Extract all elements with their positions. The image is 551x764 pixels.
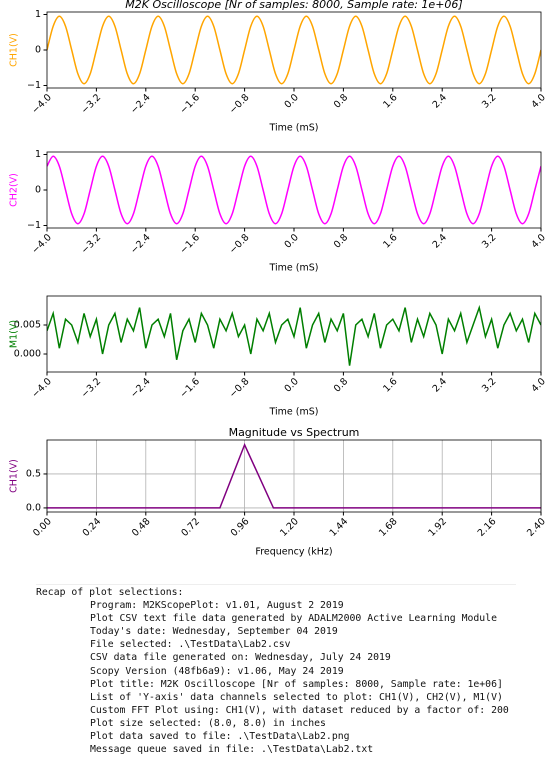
- recap-lines: Program: M2KScopePlot: v1.01, August 2 2…: [36, 599, 516, 756]
- x-tick-label: 4.0: [529, 376, 547, 394]
- recap-heading: Recap of plot selections:: [36, 587, 184, 598]
- x-axis-label: Time (mS): [269, 263, 319, 274]
- x-tick-label: −4.0: [30, 92, 54, 116]
- x-tick-label: −0.8: [227, 376, 251, 400]
- x-tick-label: −4.0: [30, 376, 54, 400]
- chart-title: M2K Oscilloscope [Nr of samples: 8000, S…: [125, 0, 462, 11]
- x-tick-label: 2.40: [525, 516, 548, 539]
- y-axis-label: M1(V): [9, 320, 20, 348]
- recap-line: Plot data saved to file: .\TestData\Lab2…: [90, 731, 350, 743]
- recap-line: Plot title: M2K Oscilloscope [Nr of samp…: [90, 678, 503, 690]
- x-axis-label: Frequency (kHz): [255, 547, 332, 558]
- x-tick-label: 0.8: [332, 92, 350, 110]
- y-tick-label: −1: [27, 80, 41, 91]
- x-tick-label: 4.0: [529, 92, 547, 110]
- x-tick-label: 3.2: [480, 232, 498, 250]
- y-axis-label: CH1(V): [9, 459, 20, 493]
- x-tick-label: 0.0: [282, 376, 300, 394]
- x-tick-label: −0.8: [227, 92, 251, 116]
- series-line: [47, 155, 541, 225]
- x-tick-label: −2.4: [129, 376, 153, 400]
- x-tick-label: −3.2: [79, 232, 103, 256]
- x-tick-label: 0.24: [81, 516, 104, 539]
- x-tick-label: 2.4: [431, 376, 449, 394]
- series-line: [47, 15, 541, 85]
- y-tick-label: 0.000: [14, 349, 41, 360]
- y-tick-label: 1: [35, 149, 41, 160]
- y-axis-label: CH1(V): [9, 33, 20, 67]
- plot-frame: [46, 295, 542, 373]
- recap-line: Program: M2KScopePlot: v1.01, August 2 2…: [90, 600, 344, 612]
- x-tick-label: 0.96: [229, 516, 252, 539]
- x-tick-label: −0.8: [227, 232, 251, 256]
- y-tick-label: 0.005: [14, 320, 41, 331]
- x-tick-label: 1.92: [426, 516, 449, 539]
- x-tick-label: 1.20: [278, 516, 301, 539]
- x-tick-label: −3.2: [79, 92, 103, 116]
- y-tick-label: −1: [27, 220, 41, 231]
- y-tick-label: 0.0: [26, 502, 41, 513]
- series-line: [47, 304, 541, 366]
- x-tick-label: 0.8: [332, 232, 350, 250]
- recap-line: CSV data file generated on: Wednesday, J…: [90, 652, 391, 664]
- recap-line: Plot CSV text file data generated by ADA…: [90, 613, 497, 625]
- x-tick-label: 0.48: [130, 516, 153, 539]
- x-tick-label: 3.2: [480, 92, 498, 110]
- x-tick-label: 1.6: [381, 232, 399, 250]
- recap-line: Custom FFT Plot using: CH1(V), with data…: [90, 704, 509, 716]
- x-tick-label: 2.4: [431, 232, 449, 250]
- charts: M2K Oscilloscope [Nr of samples: 8000, S…: [9, 0, 548, 558]
- x-tick-label: −1.6: [178, 92, 202, 116]
- recap: Recap of plot selections: Program: M2KSc…: [36, 584, 516, 756]
- y-tick-label: 0.5: [26, 468, 41, 479]
- recap-line: Plot size selected: (8.0, 8.0) in inches: [90, 717, 326, 729]
- chart-title: Magnitude vs Spectrum: [229, 426, 360, 439]
- series-group: [47, 155, 541, 225]
- x-tick-label: −4.0: [30, 232, 54, 256]
- x-tick-label: 0.00: [31, 516, 54, 539]
- plot-frame: [46, 151, 542, 229]
- y-tick-label: 1: [35, 9, 41, 20]
- x-tick-label: 1.44: [328, 516, 351, 539]
- x-tick-label: 0.0: [282, 92, 300, 110]
- series-group: [47, 15, 541, 85]
- x-tick-label: 4.0: [529, 232, 547, 250]
- y-axis-label: CH2(V): [9, 173, 20, 207]
- plot-frame: [46, 439, 542, 513]
- x-axis-label: Time (mS): [269, 123, 319, 134]
- x-tick-label: 1.6: [381, 376, 399, 394]
- x-tick-label: −2.4: [129, 232, 153, 256]
- y-tick-label: 0: [35, 185, 41, 196]
- x-tick-label: 2.16: [476, 516, 499, 539]
- recap-line: Today's date: Wednesday, September 04 20…: [90, 626, 338, 638]
- recap-line: File selected: .\TestData\Lab2.csv: [90, 639, 291, 651]
- recap-line: List of 'Y-axis' data channels selected …: [90, 691, 503, 703]
- series-line: [47, 442, 541, 509]
- series-group: [47, 304, 541, 366]
- x-tick-label: 1.68: [377, 516, 400, 539]
- series-group: [47, 442, 541, 509]
- recap-line: Message queue saved in file: .\TestData\…: [90, 744, 374, 756]
- x-tick-label: −1.6: [178, 376, 202, 400]
- x-tick-label: 3.2: [480, 376, 498, 394]
- y-tick-label: 0: [35, 45, 41, 56]
- x-tick-label: 2.4: [431, 92, 449, 110]
- x-axis-label: Time (mS): [269, 407, 319, 418]
- x-tick-label: 1.6: [381, 92, 399, 110]
- plot-frame: [46, 11, 542, 89]
- x-tick-label: 0.0: [282, 232, 300, 250]
- x-tick-label: 0.8: [332, 376, 350, 394]
- x-tick-label: −2.4: [129, 92, 153, 116]
- x-tick-label: −1.6: [178, 232, 202, 256]
- x-tick-label: −3.2: [79, 376, 103, 400]
- x-tick-label: 0.72: [179, 516, 202, 539]
- recap-line: Scopy Version (48fb6a9): v1.06, May 24 2…: [90, 665, 344, 677]
